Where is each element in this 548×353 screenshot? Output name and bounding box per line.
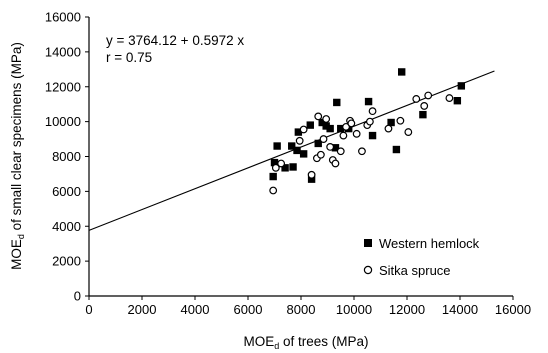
point-sitka-spruce — [277, 159, 286, 168]
point-western-hemlock — [337, 124, 345, 133]
point-western-hemlock — [398, 68, 406, 76]
x-tick-label: 4000 — [181, 302, 210, 317]
point-sitka-spruce — [396, 116, 405, 125]
x-tick-label: 6000 — [234, 302, 263, 317]
point-sitka-spruce — [336, 147, 345, 156]
point-western-hemlock — [293, 146, 301, 155]
point-western-hemlock — [364, 97, 373, 106]
point-sitka-spruce — [445, 94, 454, 102]
regression-line — [88, 70, 495, 231]
y-tick-label: 6000 — [52, 184, 81, 199]
point-western-hemlock — [307, 175, 316, 183]
r-annotation: r = 0.75 — [106, 50, 152, 65]
point-sitka-spruce — [342, 122, 350, 131]
x-tick-label: 10000 — [336, 302, 372, 317]
point-western-hemlock — [333, 98, 341, 107]
point-sitka-spruce — [339, 131, 348, 140]
point-western-hemlock — [270, 158, 279, 167]
point-western-hemlock — [457, 82, 466, 90]
point-sitka-spruce — [412, 95, 421, 103]
point-western-hemlock — [326, 124, 334, 133]
point-sitka-spruce — [384, 124, 393, 133]
point-sitka-spruce — [299, 125, 308, 134]
point-western-hemlock — [294, 128, 303, 136]
point-sitka-spruce — [295, 136, 304, 145]
y-tick-label: 2000 — [52, 254, 81, 269]
point-western-hemlock — [306, 121, 314, 129]
x-tick-label: 2000 — [128, 302, 157, 317]
point-western-hemlock — [288, 142, 296, 150]
legend: Western hemlock Sitka spruce — [363, 236, 480, 278]
point-sitka-spruce — [326, 143, 335, 151]
point-western-hemlock — [387, 118, 395, 127]
point-sitka-spruce — [420, 102, 429, 110]
point-western-hemlock — [368, 131, 377, 140]
legend-marker-sitka-spruce — [363, 265, 373, 275]
y-tick-label: 0 — [74, 289, 81, 304]
point-western-hemlock — [314, 139, 322, 148]
point-sitka-spruce — [269, 186, 278, 195]
point-sitka-spruce — [352, 129, 361, 138]
point-western-hemlock — [299, 150, 308, 158]
y-tick-label: 4000 — [52, 219, 81, 234]
point-western-hemlock — [322, 122, 330, 130]
y-tick-label: 12000 — [45, 79, 81, 94]
x-tick-label: 0 — [85, 302, 92, 317]
point-sitka-spruce — [316, 150, 325, 159]
point-sitka-spruce — [358, 147, 366, 156]
legend-marker-western-hemlock — [364, 239, 372, 247]
x-axis-title: MOEd of trees (MPa) — [243, 334, 368, 351]
point-sitka-spruce — [368, 107, 377, 116]
legend-label-sitka-spruce: Sitka spruce — [379, 263, 451, 278]
data-points — [269, 68, 466, 195]
x-tick-label: 12000 — [389, 302, 425, 317]
point-sitka-spruce — [307, 170, 316, 179]
point-sitka-spruce — [424, 91, 433, 100]
x-tick-label: 14000 — [442, 302, 478, 317]
point-western-hemlock — [392, 145, 401, 154]
point-sitka-spruce — [331, 159, 340, 168]
point-sitka-spruce — [319, 135, 328, 143]
point-sitka-spruce — [366, 117, 374, 126]
point-western-hemlock — [318, 118, 326, 127]
point-sitka-spruce — [314, 112, 323, 121]
x-tick-label: 16000 — [495, 302, 531, 317]
point-western-hemlock — [331, 144, 340, 152]
y-tick-label: 8000 — [52, 149, 81, 164]
point-western-hemlock — [453, 97, 462, 105]
legend-label-western-hemlock: Western hemlock — [379, 236, 480, 251]
point-sitka-spruce — [322, 115, 331, 123]
y-tick-label: 16000 — [45, 10, 81, 25]
point-western-hemlock — [269, 172, 277, 181]
point-western-hemlock — [281, 164, 289, 172]
point-sitka-spruce — [271, 163, 280, 172]
equation-annotation: y = 3764.12 + 0.5972 x — [106, 33, 244, 48]
point-western-hemlock — [273, 142, 281, 150]
point-sitka-spruce — [404, 128, 413, 136]
regression-group — [88, 70, 495, 231]
ticks: 0 2000 4000 6000 8000 10000 12000 14000 16000 0 20… — [45, 10, 531, 318]
y-tick-label: 14000 — [45, 44, 81, 59]
y-axis-title: MOEd of small clear specimens (MPa) — [9, 42, 26, 270]
point-western-hemlock — [419, 110, 427, 119]
x-tick-label: 8000 — [287, 302, 316, 317]
point-western-hemlock — [289, 163, 297, 171]
point-sitka-spruce — [347, 119, 356, 128]
y-tick-label: 10000 — [45, 114, 81, 129]
